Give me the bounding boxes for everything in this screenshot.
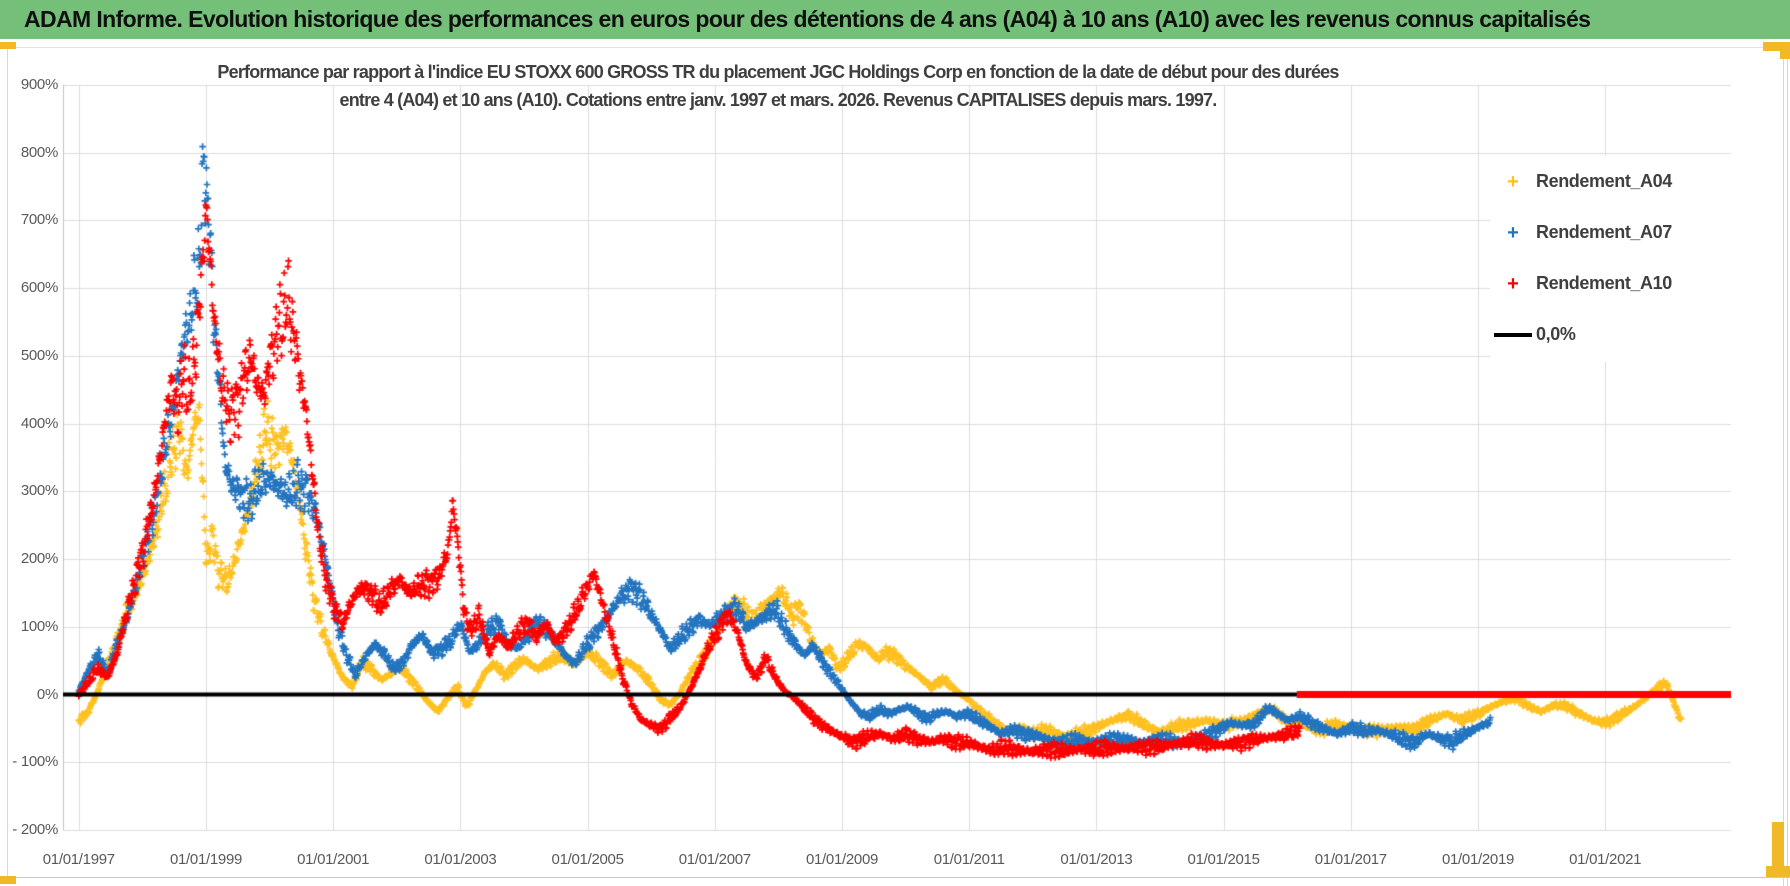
y-axis-tick-label: 500%: [20, 346, 58, 364]
x-axis-tick-label: 01/01/1999: [169, 851, 243, 868]
x-axis-tick-label: 01/01/2015: [1187, 851, 1260, 868]
chart-title-line2: entre 4 (A04) et 10 ans (A10). Cotations…: [339, 90, 1218, 110]
chart-title-line1: Performance par rapport à l'indice EU ST…: [217, 62, 1339, 82]
y-axis-tick-label: 100%: [20, 617, 58, 635]
x-axis-tick-label: 01/01/2003: [424, 851, 497, 868]
legend-item-rendement-a04[interactable]: + Rendement_A04: [1490, 156, 1732, 207]
x-axis-tick-label: 01/01/2005: [551, 851, 624, 868]
plus-marker-icon: +: [1507, 170, 1519, 193]
x-axis-tick-label: 01/01/2007: [678, 851, 751, 868]
x-axis-tick-label: 01/01/2013: [1060, 851, 1133, 868]
legend-item-rendement-a07[interactable]: + Rendement_A07: [1490, 207, 1732, 258]
x-axis-tick-label: 01/01/2017: [1314, 851, 1387, 868]
zero-line-swatch-icon: [1490, 325, 1536, 345]
x-axis-tick-label: 01/01/2021: [1569, 851, 1642, 868]
chart-title: Performance par rapport à l'indice EU ST…: [63, 58, 1493, 114]
y-axis-tick-label: 900%: [20, 76, 58, 94]
y-axis-tick-label: 400%: [20, 414, 58, 432]
plus-marker-icon: +: [1507, 272, 1519, 295]
legend-label: Rendement_A04: [1536, 171, 1672, 191]
x-axis-tick-label: 01/01/2001: [297, 851, 370, 868]
y-axis-tick-label: 600%: [20, 279, 58, 297]
legend-label: Rendement_A07: [1536, 222, 1672, 242]
legend-label: 0,0%: [1536, 324, 1576, 344]
y-axis-tick-label: - 200%: [12, 821, 58, 839]
x-axis-tick-label: 01/01/2009: [805, 851, 879, 868]
y-axis-tick-label: 200%: [20, 550, 58, 568]
x-axis-tick-label: 01/01/2019: [1441, 851, 1515, 868]
chart-legend: + Rendement_A04 + Rendement_A07 + Rendem…: [1490, 156, 1732, 362]
y-axis-tick-label: 800%: [20, 143, 58, 161]
plus-marker-icon: +: [1507, 221, 1519, 244]
y-axis-tick-label: - 100%: [12, 753, 58, 771]
y-axis-tick-label: 0%: [36, 685, 58, 703]
x-axis-tick-label: 01/01/1997: [42, 851, 115, 868]
y-axis-tick-label: 700%: [20, 211, 58, 229]
legend-item-zero-line[interactable]: 0,0%: [1490, 309, 1732, 360]
y-axis-tick-label: 300%: [20, 482, 58, 500]
x-axis-tick-label: 01/01/2011: [933, 851, 1005, 868]
legend-item-rendement-a10[interactable]: + Rendement_A10: [1490, 258, 1732, 309]
legend-label: Rendement_A10: [1536, 273, 1672, 293]
